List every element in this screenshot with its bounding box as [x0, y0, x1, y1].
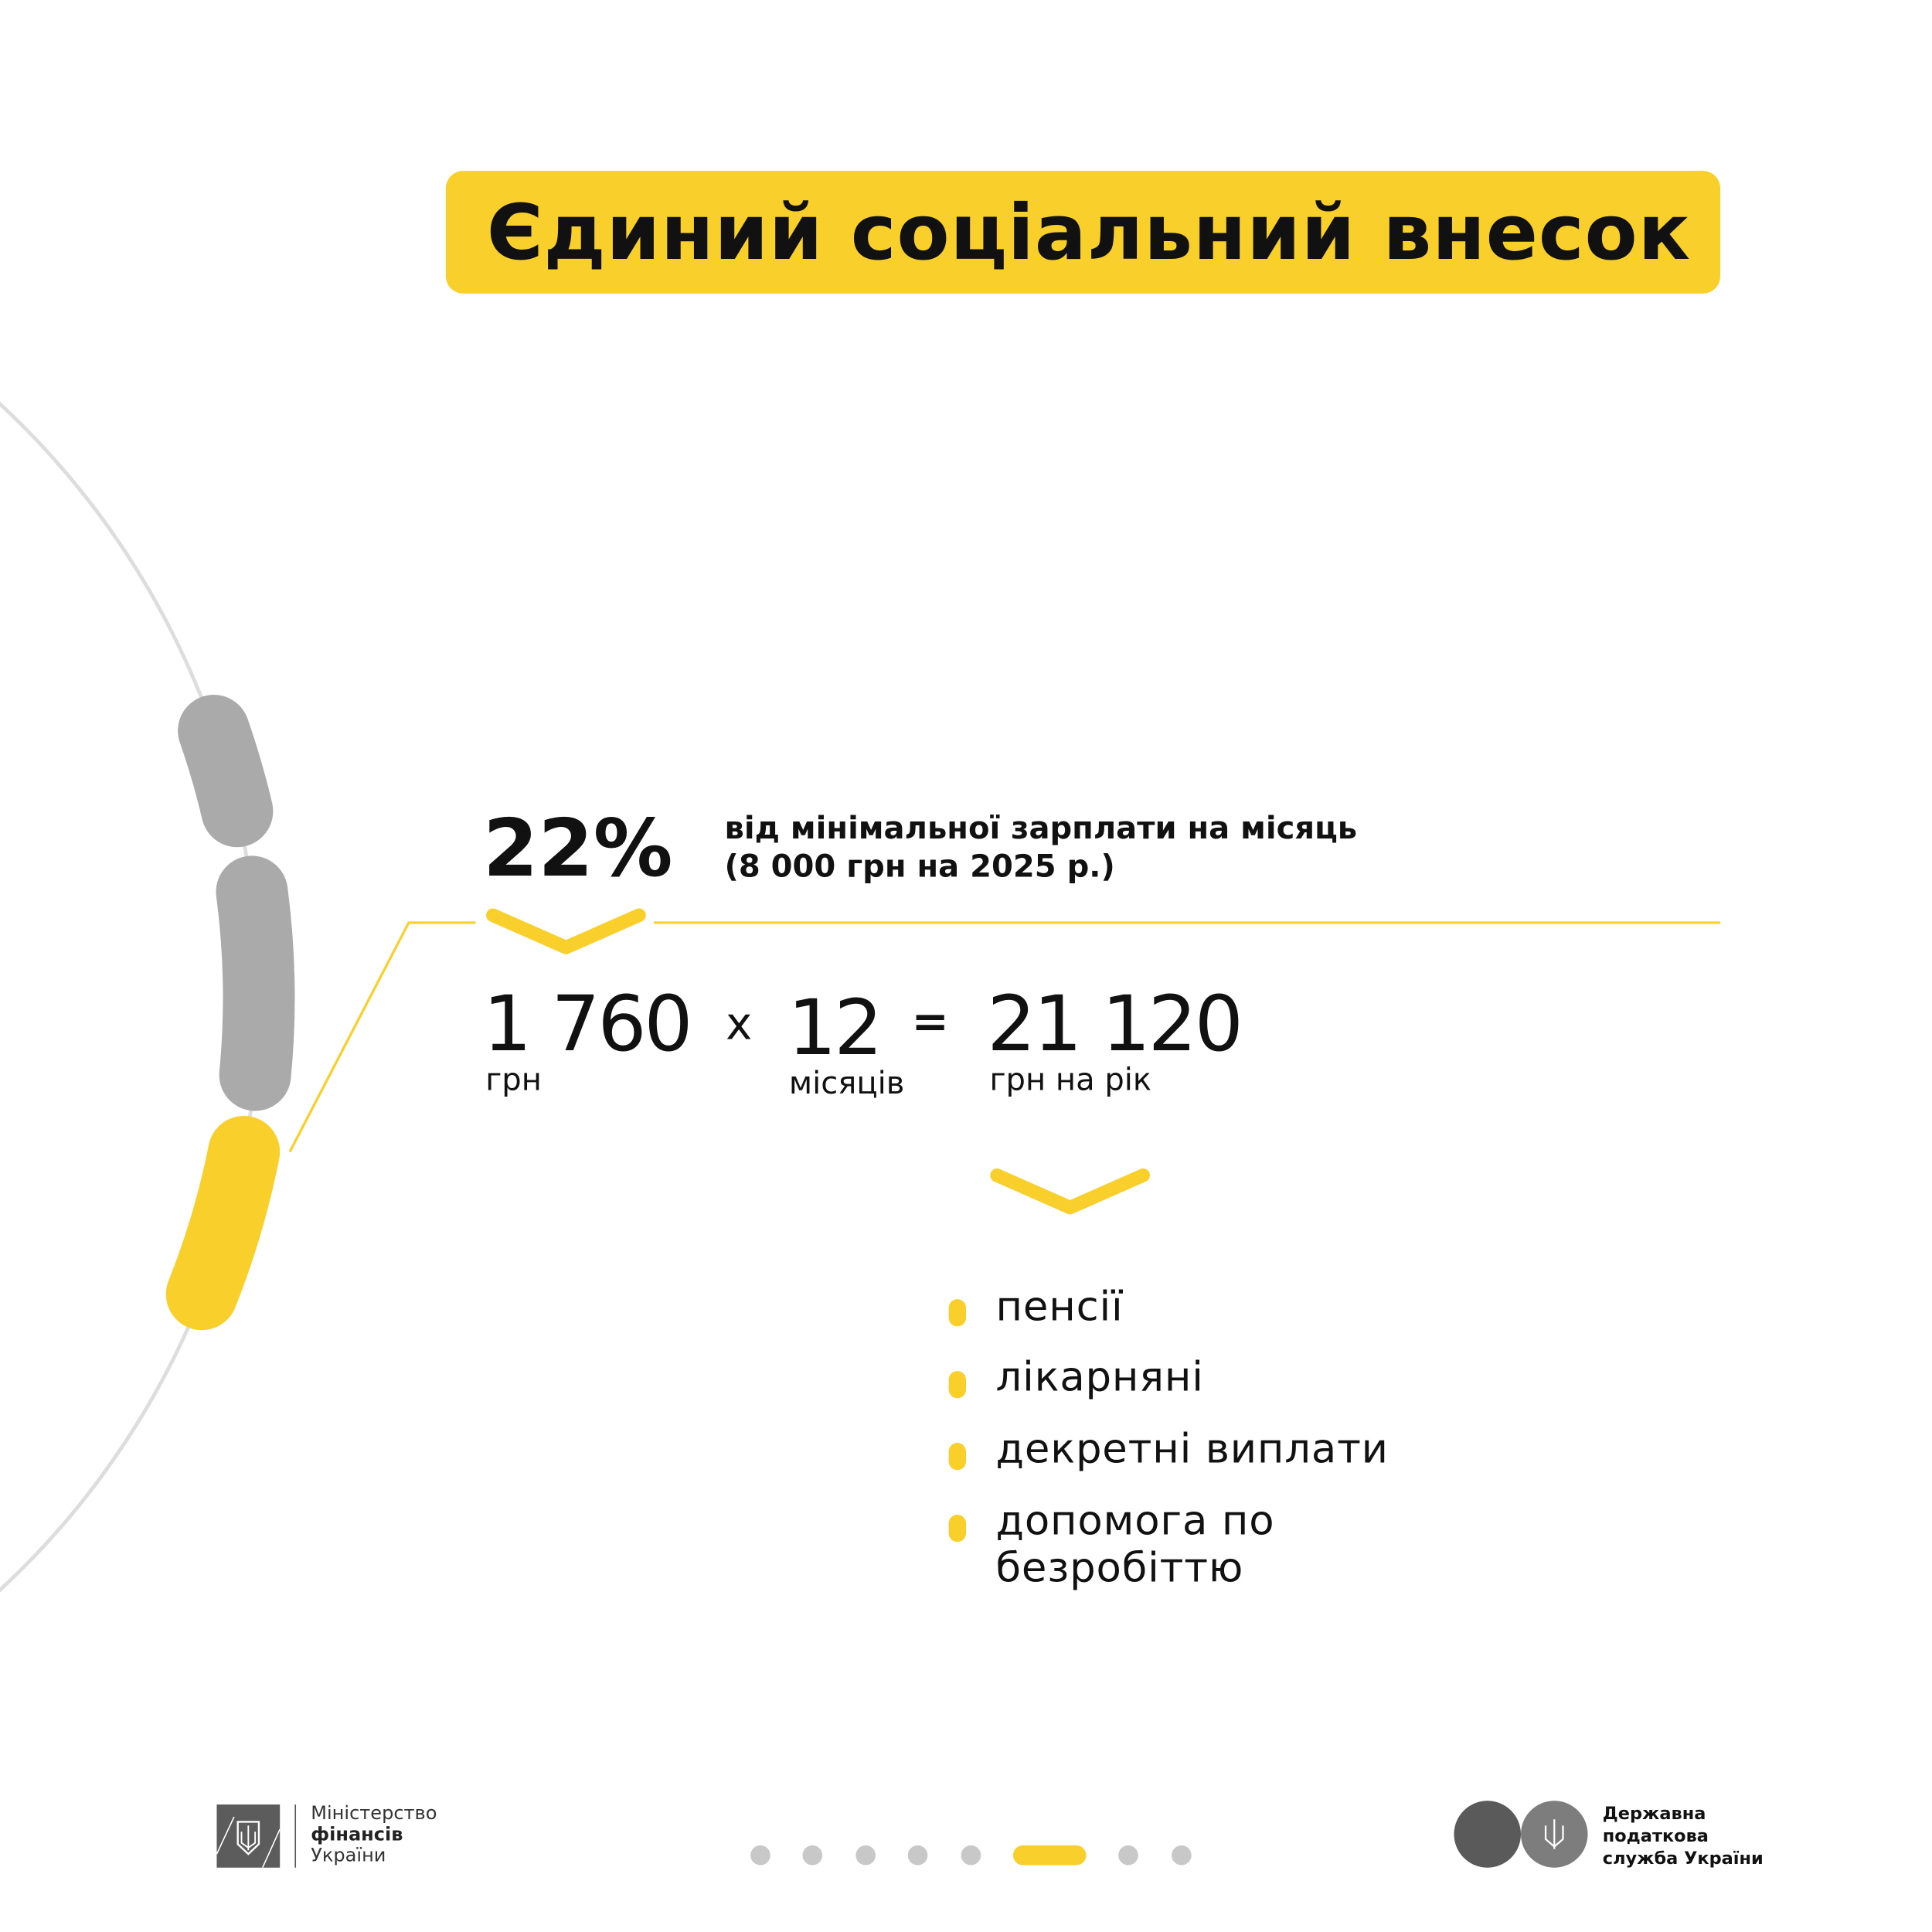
page-dot[interactable]: [961, 1845, 981, 1866]
ministry-logo-icon: [216, 1804, 281, 1869]
benefit-item: декретні виплати: [995, 1423, 1389, 1473]
arc-segment-gray-1: [178, 695, 274, 848]
tax-service-line2: податкова: [1602, 1826, 1709, 1847]
arc-segment-gray-2: [216, 855, 295, 1111]
benefit-item-continued: безробіттю: [995, 1543, 1244, 1592]
arc-segment-yellow: [165, 1115, 281, 1331]
multiply-sign: x: [726, 999, 753, 1051]
monthly-unit: грн: [485, 1061, 542, 1097]
trident-icon: [1520, 1801, 1588, 1868]
tax-logo-circle-dark: [1454, 1801, 1521, 1868]
connector-line: [288, 921, 476, 1153]
page-dot[interactable]: [855, 1845, 876, 1866]
page-dot[interactable]: [802, 1845, 823, 1866]
months-unit: місяців: [788, 1065, 905, 1101]
page-dot[interactable]: [1172, 1845, 1192, 1866]
ministry-name-line2: фінансів: [311, 1823, 403, 1845]
ministry-name-line3: України: [311, 1844, 386, 1867]
benefit-item: допомога по: [995, 1495, 1275, 1545]
bullet-icon: [948, 1514, 967, 1543]
yearly-amount: 21 120: [987, 978, 1243, 1070]
equals-sign: =: [911, 997, 949, 1048]
logo-divider: [294, 1804, 297, 1868]
page-dot[interactable]: [907, 1845, 928, 1866]
bullet-icon: [948, 1371, 967, 1399]
chevron-down-icon: [486, 908, 646, 954]
monthly-amount: 1 760: [483, 978, 693, 1070]
page-dot-active[interactable]: [1012, 1845, 1087, 1866]
benefit-item: пенсії: [995, 1281, 1124, 1331]
rate-base-note: (8 000 грн на 2025 р.): [724, 848, 1115, 885]
title-banner: [445, 171, 1721, 294]
rate-description: від мінімальної зарплати на місяць: [724, 810, 1358, 846]
rate-percent: 22%: [483, 804, 673, 896]
page-dot[interactable]: [1118, 1845, 1138, 1866]
tax-service-line1: Державна: [1602, 1804, 1706, 1825]
yearly-unit: грн на рік: [989, 1061, 1152, 1097]
bullet-icon: [948, 1443, 967, 1471]
ministry-name-line1: Міністерство: [311, 1801, 437, 1825]
gray-arc: [0, 401, 261, 1593]
months-count: 12: [787, 981, 883, 1073]
tax-service-line3: служба України: [1602, 1849, 1764, 1869]
bullet-icon: [948, 1299, 967, 1327]
page-title: Єдиний соціальний внесок: [486, 186, 1691, 277]
page-dot[interactable]: [750, 1845, 770, 1866]
chevron-down-icon: [990, 1168, 1151, 1215]
benefit-item: лікарняні: [995, 1352, 1204, 1401]
